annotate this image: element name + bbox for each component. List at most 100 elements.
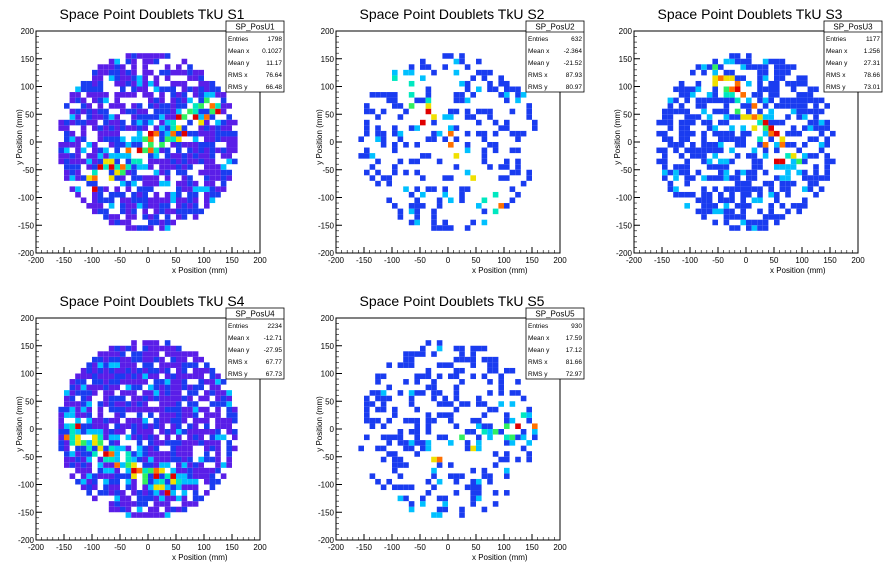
heatmap-cell	[751, 169, 758, 176]
heatmap-cell	[181, 164, 188, 170]
heatmap-cell	[170, 379, 176, 385]
heatmap-cell	[779, 75, 786, 81]
heatmap-cell	[220, 108, 227, 115]
heatmap-cell	[159, 367, 165, 374]
heatmap-cell	[757, 92, 763, 98]
heatmap-cell	[442, 434, 448, 441]
heatmap-cell	[86, 406, 92, 413]
heatmap-cell	[706, 125, 713, 131]
heatmap-cell	[136, 423, 143, 429]
heatmap-cell	[153, 462, 160, 468]
heatmap-cell	[667, 169, 674, 176]
heatmap-cell	[453, 390, 460, 396]
heatmap-cell	[192, 75, 199, 81]
heatmap-cell	[470, 501, 476, 507]
heatmap-cell	[114, 362, 120, 368]
heatmap-cell	[181, 351, 188, 357]
heatmap-cell	[69, 153, 76, 159]
heatmap-cell	[108, 362, 115, 368]
heatmap-cell	[75, 373, 81, 380]
heatmap-cell	[509, 169, 516, 176]
heatmap-cell	[114, 412, 120, 418]
heatmap-cell	[774, 103, 780, 109]
heatmap-cell	[470, 417, 476, 424]
heatmap-cell	[408, 351, 415, 357]
heatmap-cell	[226, 417, 232, 424]
heatmap-cell	[176, 373, 182, 380]
heatmap-cell	[746, 191, 752, 198]
heatmap-cell	[136, 406, 143, 413]
heatmap-cell	[734, 225, 741, 231]
heatmap-cell	[740, 180, 746, 187]
heatmap-cell	[108, 473, 115, 479]
heatmap-cell	[425, 412, 432, 418]
heatmap-cell	[97, 186, 104, 192]
heatmap-cell	[431, 473, 437, 479]
heatmap-cell	[492, 356, 499, 363]
heatmap-cell	[108, 153, 115, 159]
heatmap-cell	[159, 92, 165, 98]
heatmap-cell	[142, 92, 148, 98]
heatmap-cell	[136, 356, 143, 363]
heatmap-cell	[69, 401, 76, 407]
heatmap-cell	[408, 191, 415, 198]
heatmap-cell	[706, 64, 713, 70]
heatmap-cell	[442, 64, 448, 70]
heatmap-cell	[148, 429, 154, 435]
heatmap-cell	[504, 158, 510, 165]
heatmap-cell	[785, 130, 791, 137]
heatmap-cell	[520, 130, 527, 137]
heatmap-cell	[120, 367, 126, 374]
heatmap-cell	[414, 219, 420, 226]
heatmap-cell	[436, 456, 443, 463]
heatmap-cell	[198, 92, 204, 98]
heatmap-cell	[181, 440, 188, 446]
heatmap-cell	[103, 119, 109, 126]
heatmap-cell	[397, 473, 404, 479]
heatmap-cell	[97, 434, 104, 441]
heatmap-cell	[176, 506, 182, 513]
heatmap-cell	[392, 130, 398, 137]
heatmap-cell	[734, 175, 741, 181]
heatmap-cell	[790, 130, 797, 137]
heatmap-cell	[802, 186, 808, 192]
heatmap-cell	[164, 429, 171, 435]
heatmap-cell	[181, 417, 188, 424]
heatmap-cell	[459, 401, 465, 407]
heatmap-cell	[97, 445, 104, 452]
heatmap-cell	[209, 384, 216, 391]
heatmap-cell	[504, 473, 510, 479]
x-tick-label: 100	[795, 256, 809, 265]
heatmap-cell	[751, 125, 758, 131]
heatmap-cell	[97, 75, 104, 81]
heatmap-cell	[487, 390, 493, 396]
heatmap-cell	[226, 423, 232, 429]
heatmap-cell	[69, 158, 76, 165]
heatmap-cell	[164, 175, 171, 181]
heatmap-cell	[204, 203, 210, 209]
y-tick-label: -200	[318, 249, 335, 258]
heatmap-cell	[159, 429, 165, 435]
heatmap-cell	[153, 379, 160, 385]
heatmap-cell	[204, 395, 210, 402]
heatmap-cell	[164, 362, 171, 368]
heatmap-cell	[459, 356, 465, 363]
heatmap-cell	[69, 473, 76, 479]
heatmap-cell	[148, 345, 154, 352]
heatmap-cell	[192, 423, 199, 429]
heatmap-cell	[108, 69, 115, 76]
heatmap-cell	[215, 478, 221, 485]
heatmap-cell	[802, 203, 808, 209]
heatmap-cell	[103, 473, 109, 479]
heatmap-cell	[226, 429, 232, 435]
heatmap-cell	[746, 64, 752, 70]
heatmap-cell	[170, 423, 176, 429]
heatmap-cell	[662, 158, 668, 165]
heatmap-cell	[504, 367, 510, 374]
heatmap-cell	[701, 147, 707, 154]
heatmap-cell	[125, 80, 132, 87]
heatmap-cell	[204, 142, 210, 148]
heatmap-cell	[159, 97, 165, 104]
heatmap-cell	[673, 169, 679, 176]
